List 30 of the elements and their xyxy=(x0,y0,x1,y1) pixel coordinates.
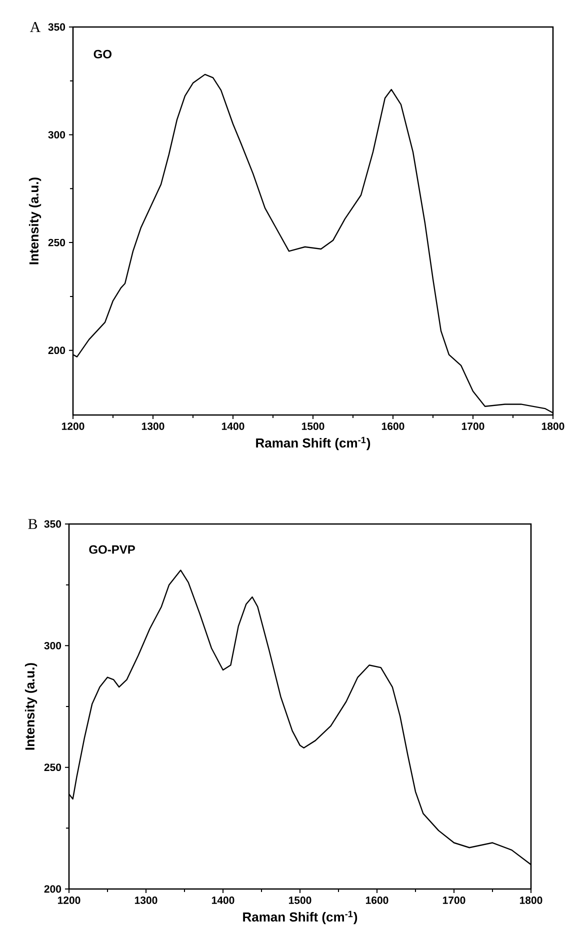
y-tick-label: 350 xyxy=(48,23,66,31)
text: A xyxy=(30,22,41,32)
x-tick-label: 1800 xyxy=(520,896,542,904)
annotation: GO-PVP xyxy=(89,545,135,554)
x-tick-label: 1300 xyxy=(134,896,158,904)
y-axis-title: Intensity (a.u.) xyxy=(24,663,38,750)
y-tick-label: 250 xyxy=(48,238,66,246)
x-axis-title: Raman Shift (cm$^{-1}$) xyxy=(256,436,370,450)
x-tick-label: 1400 xyxy=(222,422,244,430)
y-tick-label: 250 xyxy=(44,764,62,772)
x-tick-label: 1700 xyxy=(462,422,484,430)
x-tick-label: 1700 xyxy=(442,896,466,904)
x-tick-label: 1200 xyxy=(62,422,84,430)
x-tick-label: 1500 xyxy=(302,422,324,430)
y-tick-label: 350 xyxy=(44,520,62,528)
annotation: GO xyxy=(94,50,112,58)
x-tick-label: 1200 xyxy=(58,896,80,904)
y-tick-label: 300 xyxy=(44,642,62,650)
y-tick-label: 200 xyxy=(44,885,62,893)
x-tick-label: 1500 xyxy=(288,896,312,904)
x-axis-title: Raman Shift (cm$^{-1}$) xyxy=(243,910,358,924)
y-tick-label: 300 xyxy=(48,131,66,139)
text: B xyxy=(28,519,38,529)
y-axis-title: Intensity (a.u.) xyxy=(28,178,42,264)
x-tick-label: 1400 xyxy=(212,896,234,904)
y-tick-label: 200 xyxy=(48,346,66,354)
x-tick-label: 1600 xyxy=(382,422,404,430)
x-tick-label: 1800 xyxy=(542,422,564,430)
x-tick-label: 1300 xyxy=(142,422,164,430)
x-tick-label: 1600 xyxy=(366,896,388,904)
